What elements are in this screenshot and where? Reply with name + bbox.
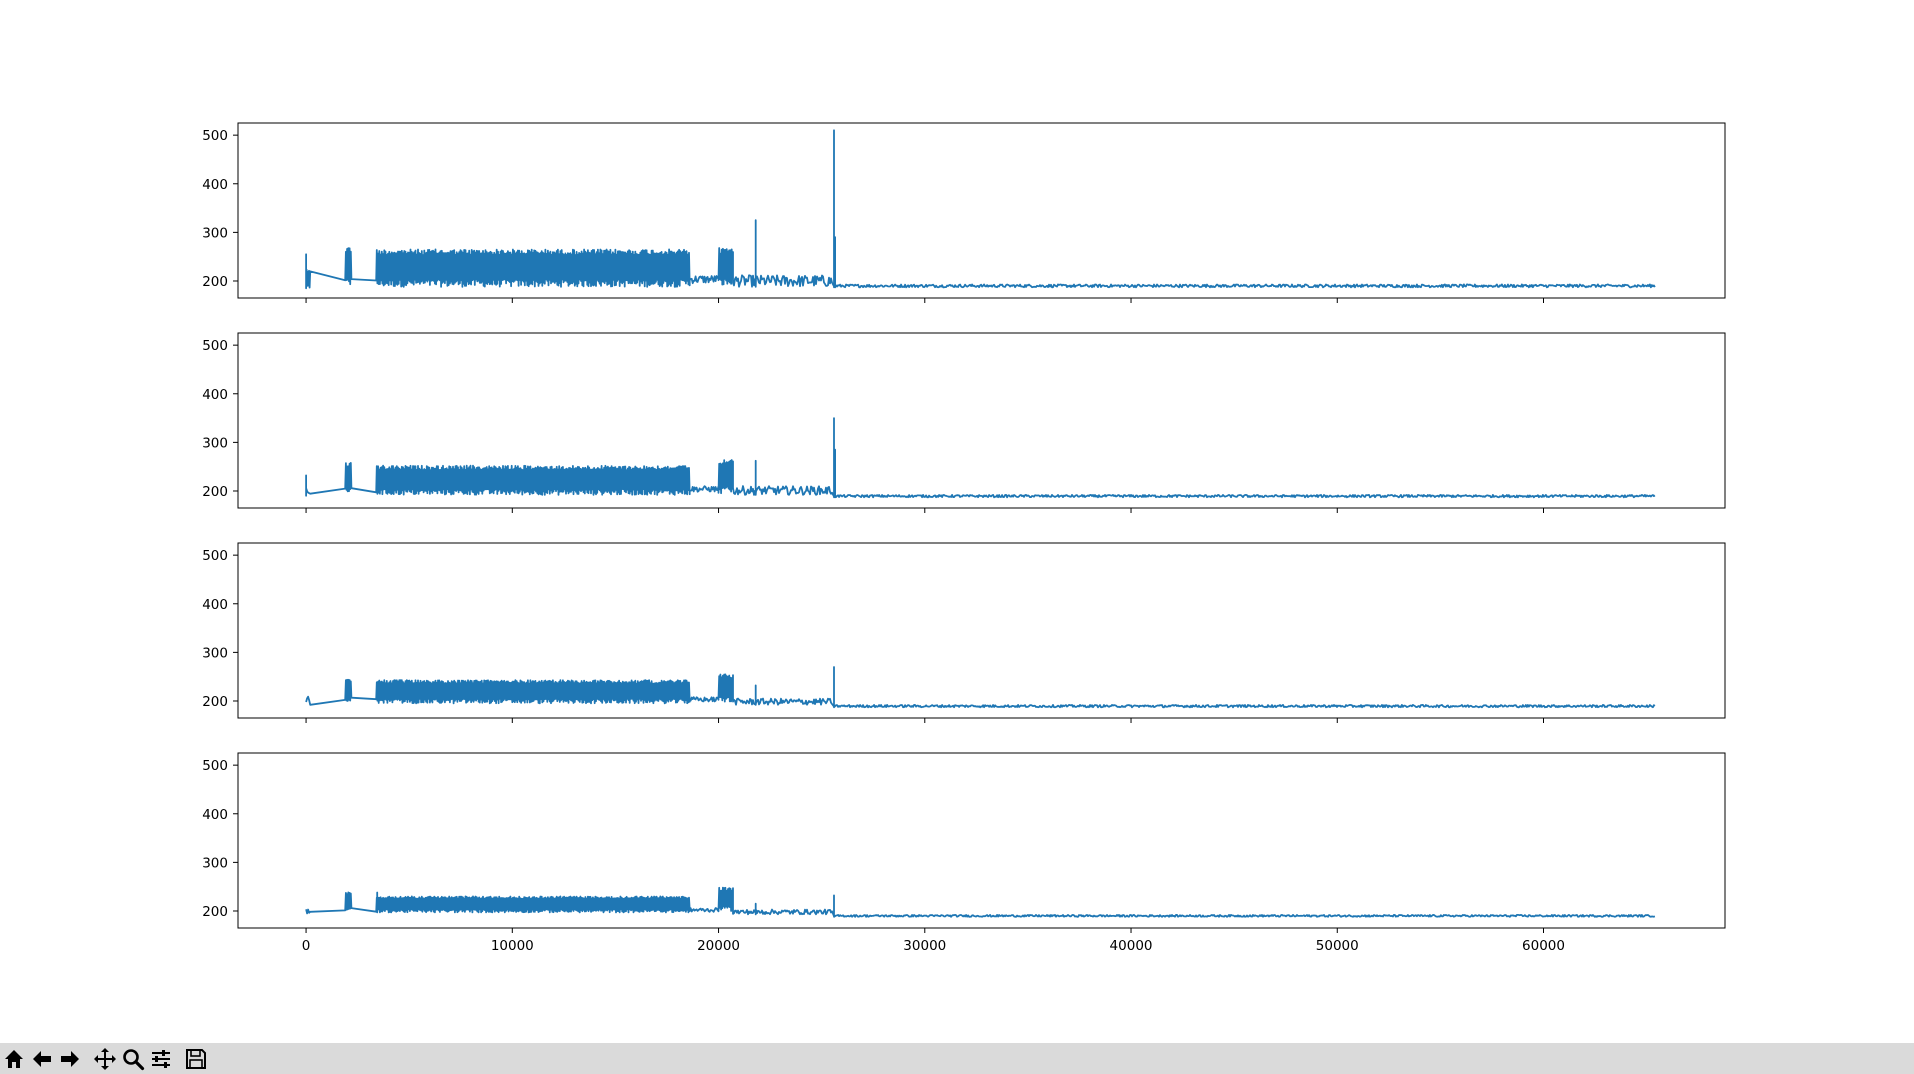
move-icon [94, 1047, 116, 1070]
y-tick-label: 200 [202, 484, 228, 500]
y-tick-label: 200 [202, 904, 228, 920]
figure-canvas: 200 300 400 500 200 300 400 500 200 300 400 500 200 3… [202, 122, 1726, 954]
x-tick-label: 40000 [1110, 938, 1153, 954]
y-tick-label: 300 [202, 645, 228, 661]
y-tick-label: 500 [202, 758, 228, 774]
zoom-icon [123, 1048, 145, 1070]
y-tick-label: 300 [202, 435, 228, 451]
subplot-2: 200 300 400 500 [202, 332, 1726, 513]
y-tick-label: 400 [202, 177, 228, 193]
zoom-button[interactable] [119, 1045, 147, 1073]
back-button[interactable] [28, 1045, 56, 1073]
x-tick-label: 10000 [491, 938, 534, 954]
y-tick-label: 500 [202, 338, 228, 354]
pan-button[interactable] [91, 1045, 119, 1073]
y-tick-label: 400 [202, 807, 228, 823]
y-tick-label: 300 [202, 855, 228, 871]
axes-frame [237, 122, 1726, 299]
save-button[interactable] [182, 1045, 210, 1073]
y-tick-label: 400 [202, 387, 228, 403]
home-icon [5, 1049, 23, 1068]
axes-frame [237, 542, 1726, 719]
series-line [305, 886, 1656, 918]
navigation-toolbar [0, 1043, 1914, 1074]
x-tick-label: 30000 [903, 938, 946, 954]
x-tick-label: 50000 [1316, 938, 1359, 954]
arrow-left-icon [33, 1050, 51, 1067]
axes-frame [237, 752, 1726, 929]
x-tick-label: 20000 [697, 938, 740, 954]
x-tick-label: 60000 [1522, 938, 1565, 954]
series-line [305, 666, 1656, 709]
forward-button[interactable] [56, 1045, 84, 1073]
y-tick-label: 500 [202, 128, 228, 144]
save-icon [186, 1048, 206, 1069]
configure-subplots-button[interactable] [147, 1045, 175, 1073]
y-tick-label: 200 [202, 694, 228, 710]
series-line [305, 417, 1656, 499]
arrow-right-icon [61, 1050, 79, 1067]
series-line [305, 129, 1656, 290]
y-tick-label: 200 [202, 274, 228, 290]
subplot-1: 200 300 400 500 [202, 122, 1726, 303]
subplot-4: 200 300 400 500 0 10000 20000 30000 40000 50000 60… [202, 752, 1726, 954]
y-tick-label: 400 [202, 597, 228, 613]
subplot-3: 200 300 400 500 [202, 542, 1726, 723]
axes-frame [237, 332, 1726, 509]
x-tick-label: 0 [302, 938, 311, 954]
sliders-icon [152, 1049, 170, 1068]
home-button[interactable] [0, 1045, 28, 1073]
y-tick-label: 500 [202, 548, 228, 564]
y-tick-label: 300 [202, 225, 228, 241]
